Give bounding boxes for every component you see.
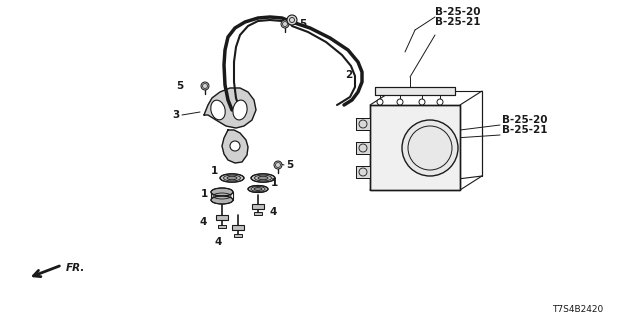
Bar	[356, 142, 370, 154]
Text: 4: 4	[270, 207, 277, 217]
Text: 2: 2	[345, 70, 352, 80]
Circle shape	[377, 99, 383, 105]
Text: 5: 5	[299, 19, 307, 29]
Polygon shape	[204, 88, 256, 128]
Ellipse shape	[220, 174, 244, 182]
Ellipse shape	[211, 100, 225, 120]
Text: T7S4B2420: T7S4B2420	[552, 306, 604, 315]
Polygon shape	[222, 130, 248, 163]
Text: 1: 1	[211, 166, 218, 176]
Text: 3: 3	[173, 110, 180, 120]
Text: 1: 1	[201, 189, 208, 199]
Text: FR.: FR.	[66, 263, 85, 273]
Text: B-25-21: B-25-21	[435, 17, 481, 27]
Circle shape	[397, 99, 403, 105]
Bar	[356, 166, 370, 178]
Circle shape	[201, 82, 209, 90]
Text: 4: 4	[200, 217, 207, 227]
Circle shape	[437, 99, 443, 105]
Bar	[216, 215, 228, 220]
Circle shape	[230, 141, 240, 151]
Ellipse shape	[211, 188, 233, 196]
Ellipse shape	[233, 100, 247, 120]
Bar	[375, 87, 455, 95]
Text: B-25-20: B-25-20	[435, 7, 481, 17]
Text: 1: 1	[271, 178, 278, 188]
Circle shape	[287, 15, 297, 25]
Bar	[234, 234, 242, 237]
Ellipse shape	[254, 188, 262, 190]
Circle shape	[402, 120, 458, 176]
Text: 5: 5	[176, 81, 183, 91]
Text: 5: 5	[286, 160, 293, 170]
Bar	[356, 142, 370, 154]
Circle shape	[274, 161, 282, 169]
Bar	[370, 105, 460, 190]
Bar	[356, 118, 370, 130]
Ellipse shape	[227, 176, 237, 180]
Ellipse shape	[211, 196, 233, 204]
Bar	[218, 225, 226, 228]
Ellipse shape	[248, 186, 268, 193]
Bar	[356, 118, 370, 130]
Text: 4: 4	[214, 237, 222, 247]
Bar	[252, 204, 264, 209]
Ellipse shape	[251, 174, 275, 182]
Bar	[254, 212, 262, 215]
Text: B-25-21: B-25-21	[502, 125, 547, 135]
Bar	[370, 105, 460, 190]
Ellipse shape	[258, 176, 268, 180]
Bar	[375, 87, 455, 95]
Text: B-25-20: B-25-20	[502, 115, 547, 125]
Circle shape	[281, 20, 289, 28]
Bar	[232, 225, 244, 230]
Bar	[356, 166, 370, 178]
Circle shape	[419, 99, 425, 105]
